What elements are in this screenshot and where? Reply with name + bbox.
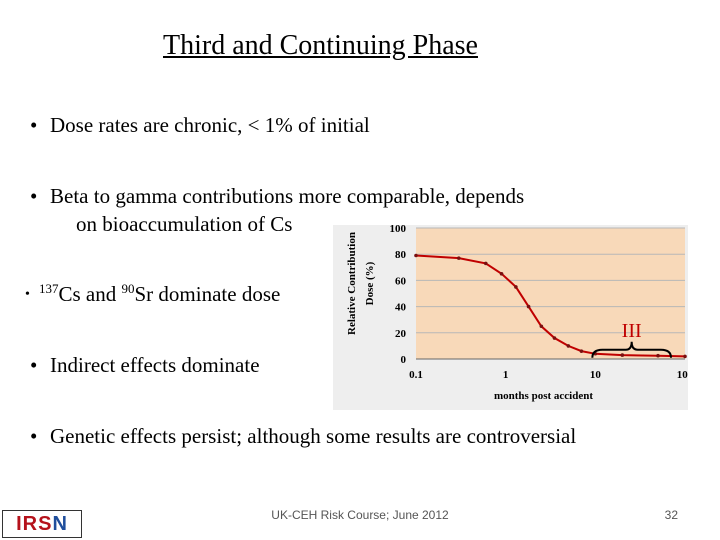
bullet-text: Genetic effects persist; although some r… xyxy=(50,424,577,448)
data-point xyxy=(514,285,518,289)
data-point xyxy=(539,324,544,329)
dose-contribution-chart: 0 20 40 60 80 100 0.1 1 10 100 months post acciden… xyxy=(333,225,688,410)
isotope-text-cs: Cs and xyxy=(58,282,122,306)
data-point xyxy=(656,353,660,358)
footer-text: UK-CEH Risk Course; June 2012 xyxy=(271,508,449,522)
bullet-beta-gamma: • Beta to gamma contributions more compar… xyxy=(30,182,524,238)
data-point xyxy=(620,353,625,357)
bullet-marker: • xyxy=(25,287,30,302)
data-point xyxy=(566,344,571,348)
bullet-marker: • xyxy=(30,424,38,448)
bullet-indirect-effects: • Indirect effects dominate xyxy=(30,351,260,379)
data-point xyxy=(526,304,531,309)
plot-area xyxy=(416,228,685,359)
y-tick-label: 20 xyxy=(395,328,407,340)
bullet-text: Dose rates are chronic, < 1% of initial xyxy=(50,113,370,137)
bullet-marker: • xyxy=(30,353,38,377)
data-point xyxy=(552,336,557,340)
bullet-genetic-effects: • Genetic effects persist; although some … xyxy=(30,422,576,450)
logo-text-main: IRS xyxy=(16,512,53,535)
bullet-dose-rates: • Dose rates are chronic, < 1% of initial xyxy=(30,111,370,139)
x-tick-label: 10 xyxy=(590,369,602,381)
bullet-text-line2: on bioaccumulation of Cs xyxy=(76,212,293,236)
y-axis-label-line2: Dose (%) xyxy=(364,261,376,305)
chart-svg: 0 20 40 60 80 100 0.1 1 10 100 months post acciden… xyxy=(346,225,688,402)
bullet-marker: • xyxy=(30,113,38,137)
irsn-logo: IRS N xyxy=(2,510,82,538)
bullet-marker: • xyxy=(30,184,38,208)
series-line xyxy=(415,254,686,358)
data-point xyxy=(579,349,584,353)
bullet-text-line1: Beta to gamma contributions more compara… xyxy=(50,184,525,208)
isotope-number-sr: 90 xyxy=(121,281,135,296)
x-tick-label: 100 xyxy=(677,369,688,381)
data-point xyxy=(683,354,687,359)
phase-label: III xyxy=(622,320,642,342)
logo-text-last: N xyxy=(52,512,68,535)
x-tick-label: 1 xyxy=(503,369,509,381)
page-title: Third and Continuing Phase xyxy=(163,30,478,61)
data-point xyxy=(499,272,504,276)
isotope-text-sr: Sr dominate dose xyxy=(134,282,281,306)
data-point xyxy=(483,261,488,266)
y-tick-label: 40 xyxy=(395,302,407,314)
y-tick-label: 80 xyxy=(395,249,407,261)
phase-bracket xyxy=(591,341,672,358)
data-point xyxy=(456,256,461,260)
bullet-isotopes: • 137Cs and 90Sr dominate dose xyxy=(25,280,280,309)
y-tick-label: 60 xyxy=(395,275,407,287)
data-point xyxy=(414,253,418,258)
y-tick-label: 100 xyxy=(390,225,407,235)
bullet-text: Indirect effects dominate xyxy=(50,353,260,377)
y-axis-label-line1: Relative Contribution xyxy=(346,232,358,335)
x-axis-label: months post accident xyxy=(494,390,593,402)
isotope-number-cs: 137 xyxy=(39,281,59,296)
y-tick-label: 0 xyxy=(401,354,407,366)
page-number: 32 xyxy=(664,508,678,522)
x-tick-label: 0.1 xyxy=(409,369,423,381)
